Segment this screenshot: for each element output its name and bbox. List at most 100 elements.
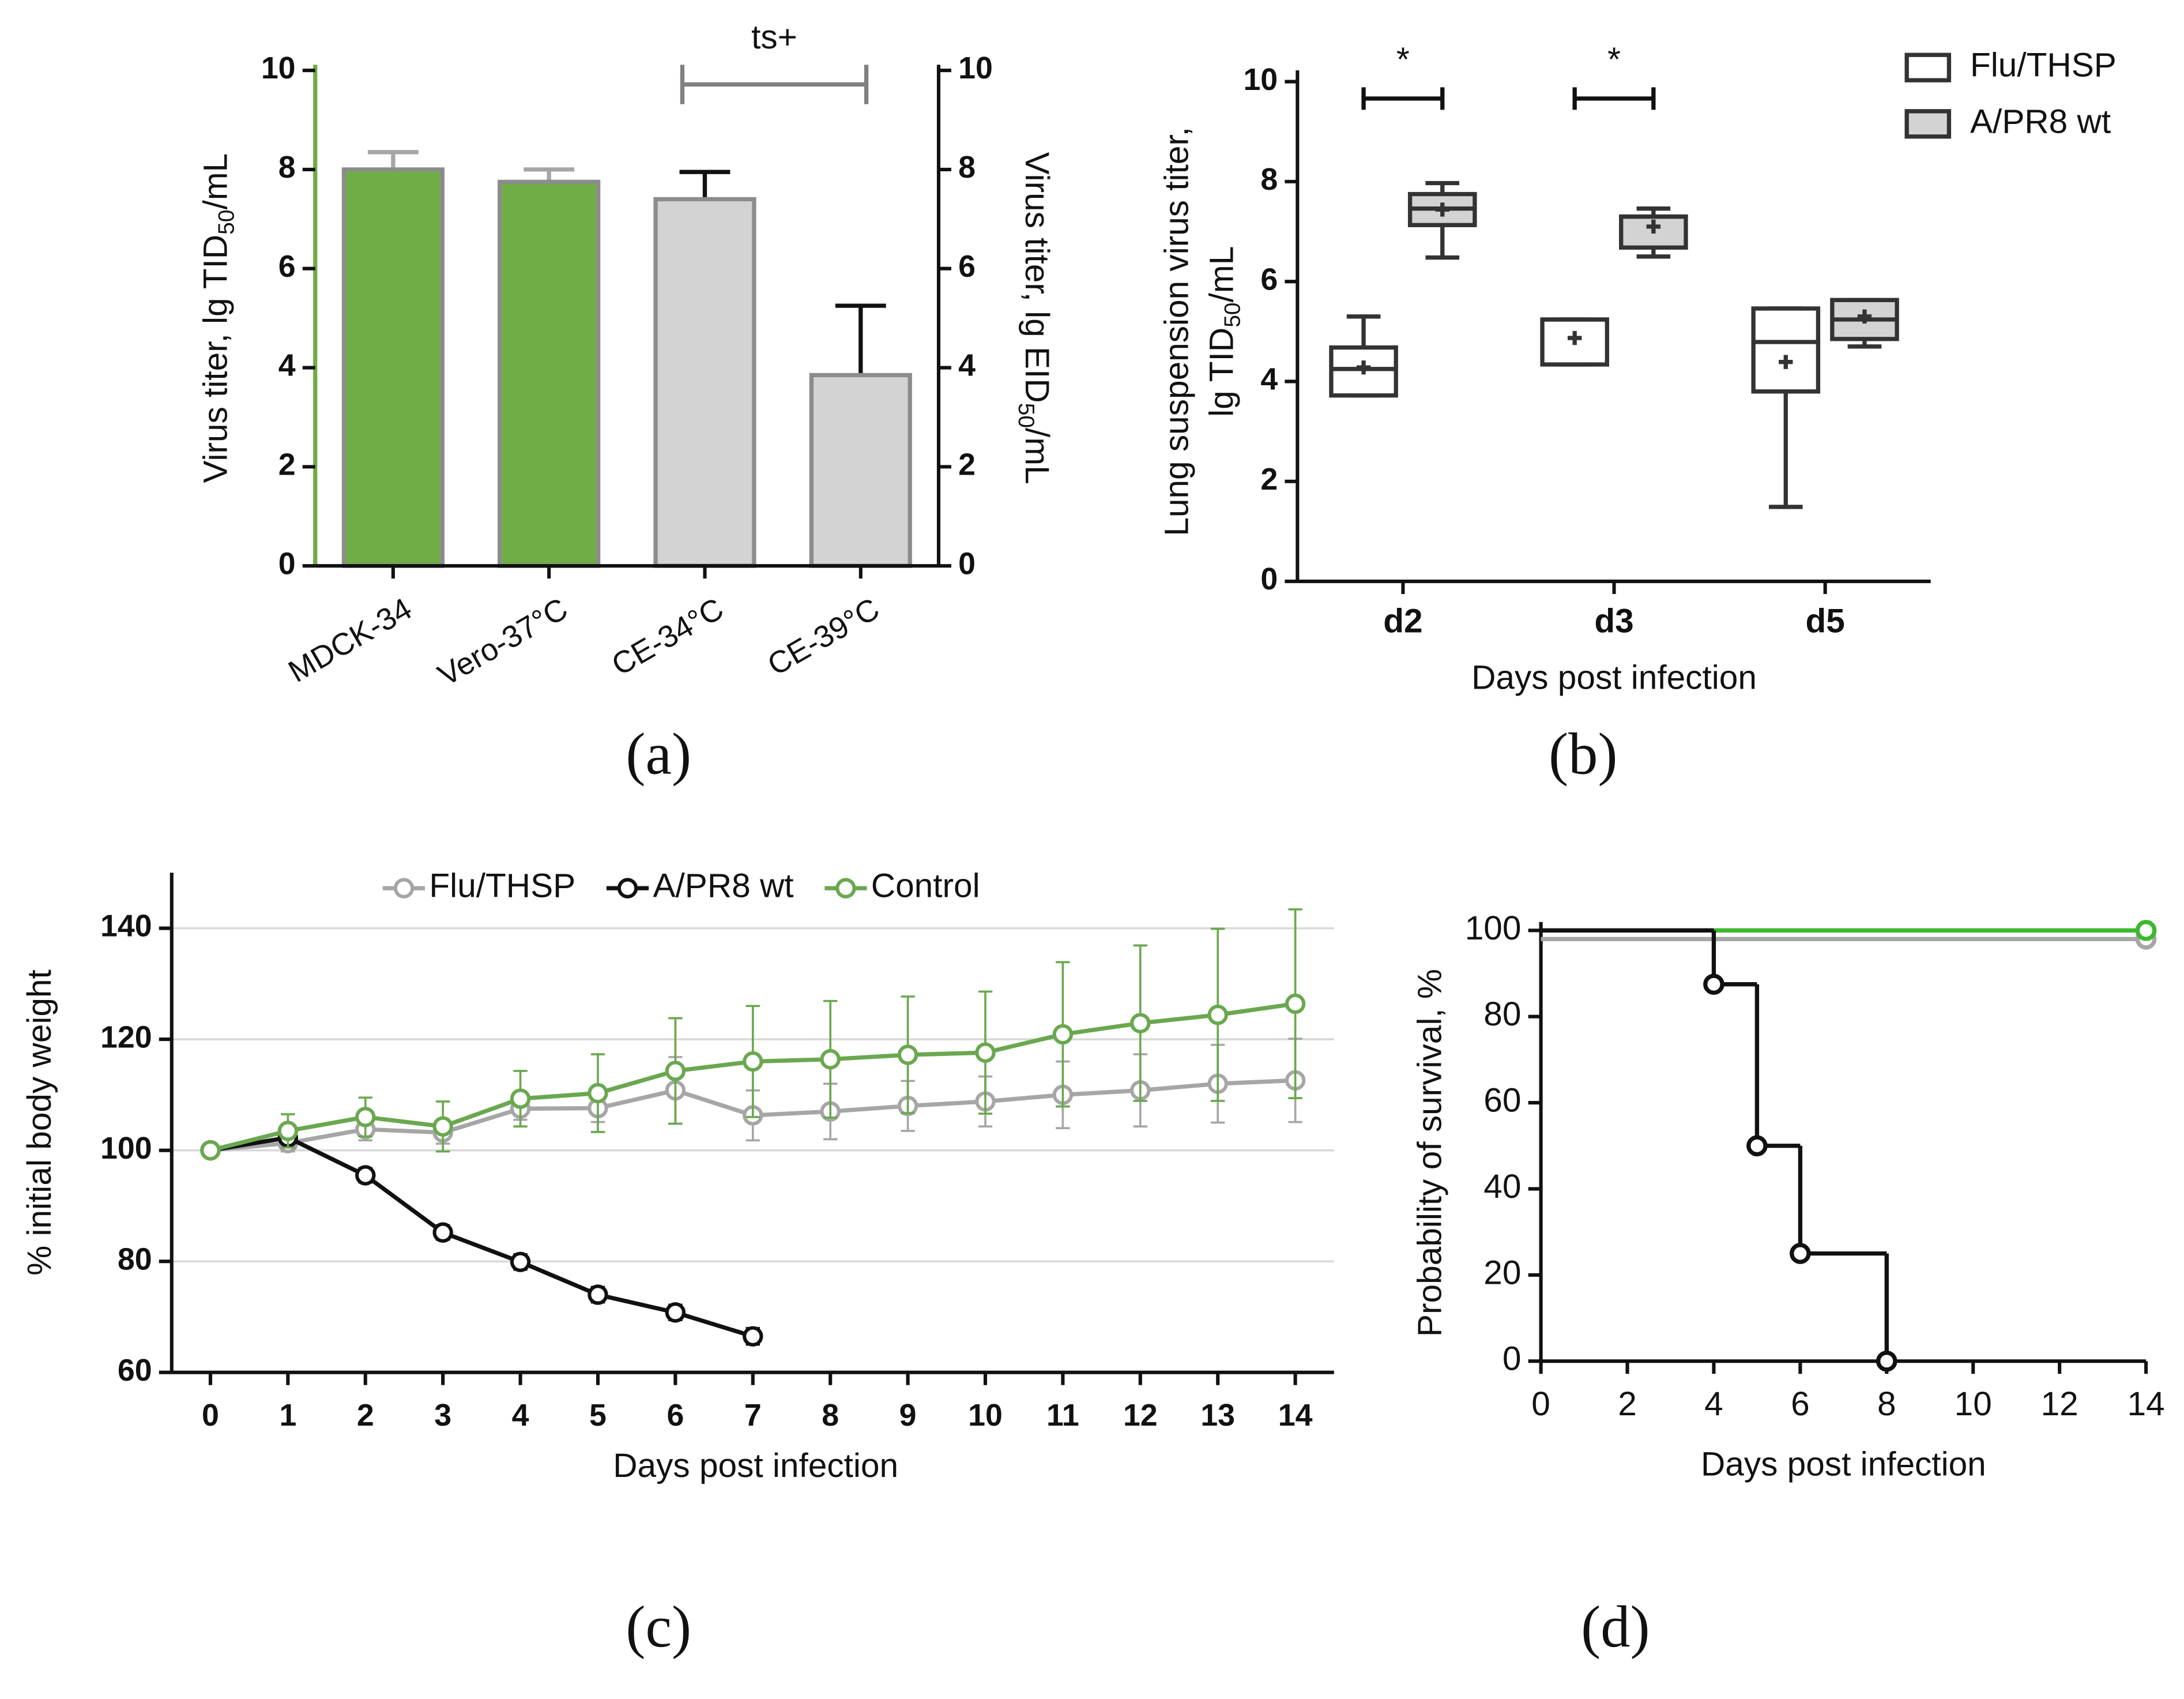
marker (1285, 993, 1306, 1014)
x-tick-label: 0 (1531, 1385, 1550, 1423)
axis-title-part: /mL (1018, 428, 1055, 484)
marker (1130, 1013, 1151, 1033)
annotation: * (1607, 41, 1621, 78)
mean-marker (1857, 309, 1872, 324)
marker (588, 1284, 608, 1305)
axis-title-part: /mL (1203, 246, 1241, 303)
y-tick-label: 6 (1260, 262, 1278, 296)
mean-marker (1779, 355, 1793, 369)
marker (588, 1082, 608, 1104)
y-tick-label: 2 (958, 448, 976, 482)
x-tick-label: 5 (589, 1398, 607, 1433)
annotation: * (1396, 41, 1410, 78)
marker (200, 1140, 221, 1161)
x-tick-label: 0 (202, 1398, 219, 1433)
y-tick-label: 0 (278, 546, 296, 581)
x-tick-label: 10 (1955, 1385, 1992, 1423)
y-tick-label: 100 (1465, 909, 1522, 947)
axis-title-part: % initial body weight (21, 969, 59, 1276)
bar (341, 167, 445, 568)
y-tick-label: 6 (958, 249, 976, 284)
x-tick-label: 3 (434, 1398, 451, 1433)
axis-title: Probability of survival, % (1411, 969, 1449, 1337)
panel-label: (a) (626, 722, 691, 787)
marker (2135, 920, 2157, 941)
legend-label: A/PR8 wt (653, 867, 793, 905)
x-tick-label: 2 (357, 1398, 374, 1433)
marker (975, 1042, 996, 1063)
axis-title-part: 50 (1221, 302, 1245, 327)
axis-title-part: 50 (214, 209, 239, 234)
x-tick-label: 8 (822, 1398, 839, 1433)
legend-marker (617, 878, 638, 899)
axis-title-part: lg TID (1203, 328, 1241, 417)
y-tick-label: 10 (261, 51, 296, 85)
marker (432, 1222, 453, 1243)
y-tick-label: 2 (1260, 462, 1278, 497)
mean-marker (1567, 330, 1582, 345)
y-tick-label: 60 (118, 1353, 152, 1388)
marker (1790, 1243, 1811, 1264)
axis-title-part: Virus titer, lg TID (197, 235, 235, 483)
legend-label: A/PR8 wt (1970, 103, 2111, 140)
x-axis-title: Days post infection (613, 1447, 898, 1484)
legend-marker (835, 878, 856, 899)
y-tick-label: 80 (118, 1242, 152, 1276)
annotation: ts+ (751, 18, 797, 56)
marker (355, 1165, 376, 1186)
y-tick-label: 4 (278, 348, 296, 383)
series-line (210, 1135, 754, 1339)
x-tick-label: 1 (279, 1398, 296, 1433)
x-tick-label: CE-39°C (762, 591, 885, 682)
legend-marker (393, 878, 415, 899)
marker (510, 1088, 531, 1109)
y-tick-label: 2 (278, 448, 296, 482)
marker (897, 1044, 918, 1065)
x-tick-label: 12 (2041, 1385, 2078, 1423)
x-tick-label: d5 (1805, 603, 1844, 640)
y-tick-label: 40 (1483, 1168, 1521, 1205)
y-tick-label: 20 (1483, 1254, 1521, 1291)
y-tick-label: 10 (1243, 62, 1278, 97)
x-tick-label: 14 (1278, 1398, 1313, 1433)
legend-swatch (1904, 52, 1952, 82)
y-tick-label: 0 (1503, 1340, 1522, 1378)
marker (510, 1251, 531, 1272)
axis-title: Lung suspension virus titer, (1158, 127, 1196, 536)
legend-label: Flu/THSP (429, 867, 575, 905)
axis-title-part: Lung suspension virus titer, (1158, 127, 1196, 536)
marker (355, 1107, 376, 1127)
x-tick-label: MDCK-34 (283, 591, 417, 689)
panel-label: (b) (1549, 722, 1618, 787)
y-tick-label: 4 (958, 348, 976, 383)
marker (1207, 1005, 1228, 1025)
x-tick-label: CE-34°C (606, 591, 729, 682)
mean-marker (1646, 219, 1661, 234)
axis-title: Virus titer, lg EID50/mL (1014, 152, 1056, 484)
y-tick-label: 0 (1260, 562, 1278, 596)
x-tick-label: 14 (2127, 1385, 2165, 1423)
x-tick-label: 9 (899, 1398, 917, 1433)
bar (653, 197, 756, 568)
y-tick-label: 8 (278, 150, 296, 185)
x-axis-title: Days post infection (1701, 1446, 1986, 1483)
marker (432, 1116, 453, 1137)
marker (665, 1061, 686, 1081)
bar (809, 373, 912, 568)
mean-marker (1356, 360, 1371, 375)
axis-title-part: Virus titer, lg EID (1018, 152, 1055, 403)
y-tick-label: 100 (100, 1131, 152, 1166)
x-tick-label: 2 (1618, 1385, 1637, 1423)
x-tick-label: 6 (667, 1398, 684, 1433)
axis-title-part: 50 (1014, 403, 1038, 428)
box (1751, 306, 1821, 394)
y-tick-label: 80 (1483, 995, 1521, 1033)
marker (277, 1121, 299, 1141)
x-tick-label: 8 (1877, 1385, 1896, 1423)
y-tick-label: 0 (958, 546, 976, 581)
marker (665, 1302, 686, 1323)
axis-title: % initial body weight (21, 969, 59, 1276)
axis-title-part: Probability of survival, % (1411, 969, 1449, 1337)
